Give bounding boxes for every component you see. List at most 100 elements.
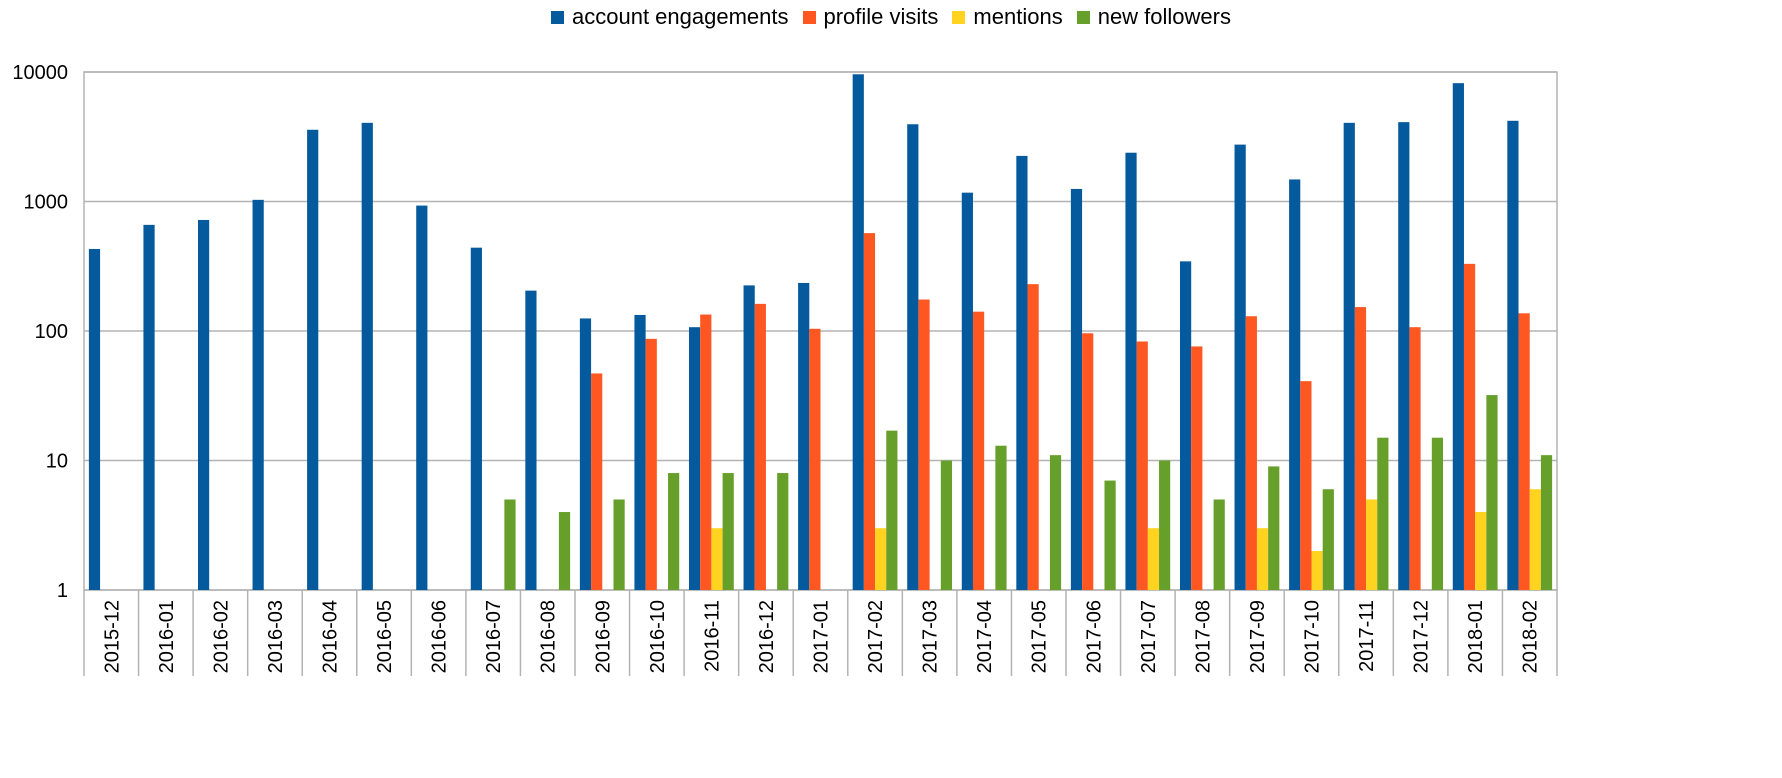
legend-swatch [952,10,966,24]
bar-new-followers-2017-11 [1377,437,1389,590]
x-tick-label: 2016-12 [756,600,778,673]
x-tick-label: 2016-02 [210,600,232,673]
bar-profile-visits-2016-11 [700,314,712,590]
bar-account-engagements-2018-02 [1507,120,1519,590]
bar-profile-visits-2016-12 [754,303,766,590]
bar-account-engagements-2017-04 [961,192,973,591]
bar-mentions-2017-11 [1366,499,1378,590]
bar-account-engagements-2016-05 [361,122,373,591]
bar-new-followers-2017-03 [940,460,953,590]
bar-profile-visits-2017-07 [1136,341,1148,590]
bar-new-followers-2016-07 [504,499,516,590]
y-tick-label: 1 [57,580,68,602]
x-tick-label: 2017-01 [811,600,833,673]
bar-mentions-2017-02 [875,528,887,590]
x-tick-label: 2016-11 [701,600,723,672]
bar-account-engagements-2016-04 [307,129,319,590]
x-tick-label: 2016-06 [429,600,451,673]
x-tick-label: 2017-11 [1356,600,1378,672]
bar-account-engagements-2016-11 [688,327,701,590]
legend-label: new followers [1097,4,1231,29]
bar-new-followers-2017-06 [1104,480,1116,590]
bar-new-followers-2017-07 [1159,460,1171,590]
bar-new-followers-2016-12 [777,473,789,590]
y-tick-label: 1000 [24,192,69,214]
x-tick-label: 2017-09 [1247,600,1269,673]
bar-profile-visits-2018-01 [1463,263,1476,590]
x-tick-label: 2018-02 [1520,600,1542,673]
bar-new-followers-2017-10 [1322,489,1334,590]
bar-profile-visits-2017-09 [1245,316,1257,590]
legend-swatch [551,10,564,24]
x-tick-label: 2018-01 [1465,600,1487,673]
bar-account-engagements-2017-07 [1125,152,1137,591]
bar-profile-visits-2017-06 [1082,333,1094,590]
legend-item-2: mentions [952,4,1063,30]
legend-swatch [802,10,816,24]
bar-account-engagements-2017-11 [1343,122,1355,591]
x-tick-label: 2017-03 [920,600,942,673]
bar-new-followers-2017-08 [1213,499,1225,590]
bar-account-engagements-2017-09 [1234,144,1246,590]
bar-account-engagements-2016-09 [579,318,592,590]
bar-mentions-2018-02 [1529,489,1541,590]
bar-account-engagements-2017-05 [1016,155,1028,590]
bar-account-engagements-2016-02 [197,219,210,590]
x-tick-label: 2016-07 [483,600,505,673]
bar-new-followers-2018-02 [1540,455,1553,590]
legend-item-3: new followers [1076,4,1231,30]
y-tick-label: 10000 [12,62,68,84]
bar-new-followers-2017-04 [995,445,1007,590]
bar-new-followers-2018-01 [1486,395,1498,590]
bar-profile-visits-2017-03 [918,299,930,590]
legend-item-1: profile visits [802,4,938,30]
bar-account-engagements-2015-12 [88,248,101,591]
legend-item-0: account engagements [551,4,789,30]
x-tick-label: 2016-04 [320,600,342,673]
bar-account-engagements-2016-03 [252,199,264,590]
bar-mentions-2018-01 [1475,512,1487,590]
bar-profile-visits-2017-12 [1409,327,1421,590]
bar-account-engagements-2018-01 [1452,83,1464,590]
bar-mentions-2016-11 [711,528,723,590]
x-tick-label: 2017-07 [1138,600,1160,673]
bar-profile-visits-2017-04 [972,311,985,590]
x-tick-label: 2016-08 [538,600,560,673]
bar-account-engagements-2016-12 [743,285,755,590]
legend-label: mentions [973,4,1063,29]
bar-new-followers-2017-05 [1049,455,1062,590]
bar-profile-visits-2017-10 [1300,381,1312,590]
y-tick-label: 10 [46,451,68,473]
x-tick-label: 2016-05 [374,600,396,673]
bar-profile-visits-2016-10 [645,338,657,590]
bar-account-engagements-2016-01 [143,224,155,590]
x-tick-label: 2017-05 [1029,600,1051,673]
bar-new-followers-2016-08 [558,512,571,590]
x-tick-label: 2016-01 [156,600,178,673]
x-tick-label: 2017-02 [865,600,887,673]
bar-mentions-2017-07 [1147,528,1160,590]
legend-swatch [1076,10,1090,24]
x-tick-label: 2017-06 [1083,600,1105,673]
bar-profile-visits-2017-01 [809,328,821,590]
bar-new-followers-2017-02 [886,430,898,590]
bar-new-followers-2016-11 [722,473,734,590]
bar-account-engagements-2017-02 [852,74,864,590]
legend-label: account engagements [572,4,789,29]
x-tick-label: 2016-09 [592,600,614,673]
x-tick-label: 2016-03 [265,600,287,673]
y-tick-label: 100 [35,321,68,343]
bar-account-engagements-2016-06 [416,205,428,590]
bar-profile-visits-2018-02 [1518,313,1530,590]
bar-profile-visits-2017-05 [1027,284,1039,590]
x-tick-label: 2017-12 [1411,600,1433,673]
bar-account-engagements-2017-12 [1398,122,1410,590]
bar-account-engagements-2017-08 [1179,261,1192,590]
x-tick-label: 2016-10 [647,600,669,673]
bar-new-followers-2017-12 [1431,437,1444,590]
bar-account-engagements-2016-07 [470,247,482,590]
bar-profile-visits-2017-08 [1191,346,1203,590]
bar-profile-visits-2017-11 [1354,307,1367,590]
